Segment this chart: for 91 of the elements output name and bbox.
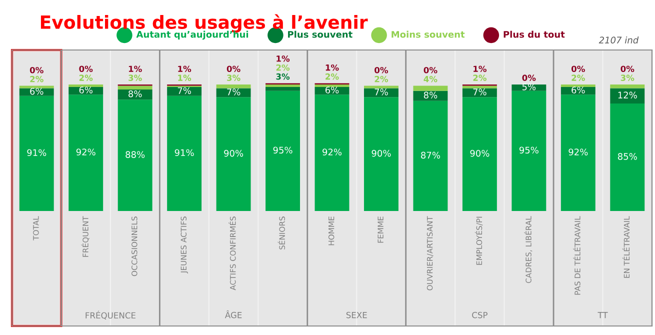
bar	[266, 90, 300, 211]
bar	[216, 97, 251, 211]
text: SEXE	[346, 312, 367, 318]
data-label: 0%	[374, 66, 388, 74]
data-label: 1%	[326, 64, 339, 71]
bar	[68, 94, 104, 211]
data-label: 0%	[226, 66, 240, 72]
text: CSP	[472, 312, 488, 318]
bar	[560, 94, 596, 211]
bar	[413, 100, 448, 211]
data-label: 0%	[424, 66, 438, 74]
text: TT	[598, 312, 608, 318]
data-label: 2%	[30, 76, 44, 82]
data-label: 0%	[571, 66, 585, 72]
data-label: 7%	[227, 88, 240, 96]
bar	[610, 103, 645, 211]
legend-label: Plus souvent	[288, 30, 352, 38]
bar	[512, 90, 546, 211]
data-label: 90%	[372, 150, 391, 157]
bar	[19, 86, 54, 88]
bar	[462, 97, 497, 211]
data-label: 95%	[273, 146, 292, 154]
data-label: 0%	[30, 66, 44, 74]
bar	[314, 94, 350, 211]
bar	[167, 96, 202, 211]
data-label: 1%	[178, 66, 192, 72]
data-label: 0%	[522, 74, 536, 81]
data-label: 7%	[178, 87, 191, 94]
text: 2107 ind	[598, 36, 639, 44]
data-label: 92%	[76, 148, 96, 156]
bar	[610, 84, 645, 88]
data-label: 8%	[424, 92, 438, 98]
data-label: 92%	[322, 148, 342, 156]
bar	[610, 88, 645, 104]
data-label: 1%	[128, 66, 142, 72]
data-label: 88%	[126, 151, 145, 158]
data-label: 92%	[568, 148, 588, 156]
text: FRÉQUENCE	[86, 310, 136, 320]
data-label: 87%	[421, 152, 440, 159]
bar	[413, 90, 448, 101]
bar	[512, 84, 546, 91]
data-label: 2%	[79, 74, 93, 81]
data-label: 1%	[474, 66, 486, 72]
data-label: 1%	[276, 56, 290, 62]
data-label: 0%	[620, 66, 634, 72]
bar	[560, 84, 596, 88]
data-label: 2%	[572, 74, 585, 81]
bar	[19, 96, 54, 211]
data-label: 2%	[276, 64, 290, 71]
data-label: 85%	[618, 153, 637, 160]
data-label: 7%	[374, 88, 388, 96]
legend-label: Plus du tout	[504, 30, 565, 38]
data-label: 7%	[473, 88, 486, 96]
bar	[364, 97, 398, 211]
bar	[216, 84, 251, 88]
data-label: 2%	[374, 76, 388, 82]
data-label: 3%	[128, 74, 142, 81]
bar	[314, 84, 350, 88]
data-label: 95%	[519, 146, 538, 154]
bar	[167, 87, 202, 96]
bar	[462, 86, 497, 88]
data-label: 8%	[128, 90, 142, 98]
data-label: 12%	[618, 92, 637, 98]
data-label: 1%	[178, 74, 192, 81]
bar	[118, 100, 152, 211]
data-label: 3%	[620, 74, 634, 81]
legend-label: Autant qu’aujourd’hui	[136, 30, 248, 40]
data-label: 91%	[27, 149, 46, 156]
data-label: 3%	[227, 74, 240, 81]
data-label: 6%	[325, 86, 339, 94]
data-label: 90%	[470, 150, 490, 157]
data-label: 0%	[79, 66, 93, 72]
bar	[266, 84, 300, 88]
data-label: 90%	[224, 150, 244, 157]
bar	[68, 84, 104, 88]
data-label: 91%	[174, 149, 194, 156]
data-label: 2%	[473, 74, 486, 81]
bar	[266, 87, 300, 91]
data-label: 5%	[522, 83, 536, 90]
data-label: 4%	[424, 76, 438, 82]
bar	[118, 90, 152, 100]
legend-label: Moins souvent	[392, 30, 465, 38]
data-label: 2%	[326, 73, 339, 80]
bar	[364, 86, 398, 88]
data-label: 3%	[276, 73, 290, 80]
data-label: 6%	[79, 86, 93, 94]
data-label: 6%	[30, 88, 44, 95]
bar	[118, 86, 152, 90]
text: ÂGE	[224, 310, 242, 318]
data-label: 6%	[572, 86, 585, 94]
bar	[413, 86, 448, 91]
